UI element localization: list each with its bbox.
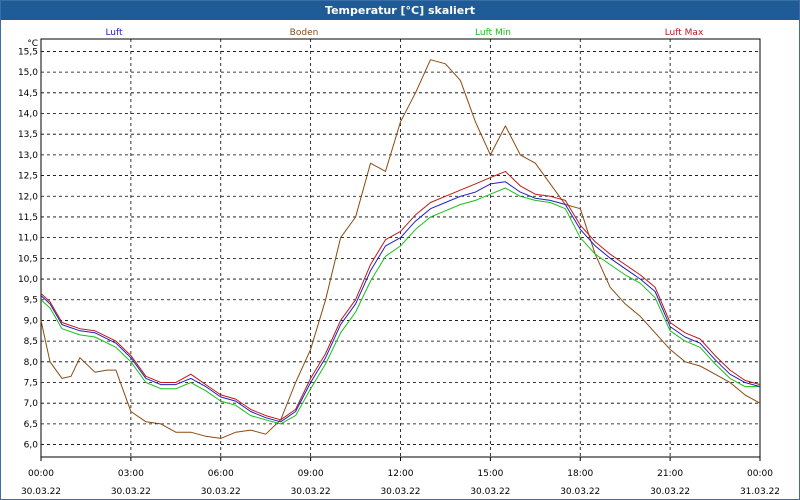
grid bbox=[41, 39, 760, 457]
legend: Luft Boden Luft Min Luft Max bbox=[105, 28, 704, 38]
x-tick-time: 18:00 bbox=[567, 469, 593, 479]
series-line-luft bbox=[40, 181, 761, 423]
legend-entry: Boden bbox=[290, 28, 319, 38]
y-tick-label: 14,5 bbox=[18, 89, 38, 99]
plot-area-border bbox=[40, 38, 761, 458]
x-tick-time: 12:00 bbox=[388, 469, 414, 479]
x-tick-time: 15:00 bbox=[477, 469, 503, 479]
y-tick-label: 8,0 bbox=[24, 358, 39, 368]
y-tick-label: 6,5 bbox=[24, 420, 38, 430]
x-tick-date: 30.03.22 bbox=[560, 487, 600, 497]
y-tick-label: 13,0 bbox=[18, 151, 38, 161]
y-tick-label: 14,0 bbox=[18, 109, 38, 119]
x-tick-date: 30.03.22 bbox=[201, 487, 241, 497]
chart-title: Temperatur [°C] skaliert bbox=[1, 1, 799, 20]
y-tick-label: 13,5 bbox=[18, 130, 38, 140]
x-tick-time: 06:00 bbox=[208, 469, 234, 479]
x-tick-time: 21:00 bbox=[657, 469, 683, 479]
series-group bbox=[40, 59, 761, 439]
y-tick-label: 12,0 bbox=[18, 192, 38, 202]
y-tick-label: 7,5 bbox=[24, 379, 38, 389]
series-line-luft-min bbox=[40, 187, 760, 425]
x-tick-date: 30.03.22 bbox=[380, 487, 420, 497]
y-tick-label: 6,0 bbox=[24, 441, 39, 451]
x-tick-date: 30.03.22 bbox=[291, 487, 331, 497]
x-tick-date: 30.03.22 bbox=[111, 487, 151, 497]
x-tick-date: 30.03.22 bbox=[21, 487, 61, 497]
y-tick-label: 9,0 bbox=[24, 316, 39, 326]
x-tick-date: 30.03.22 bbox=[470, 487, 510, 497]
y-axis-label: °C bbox=[27, 39, 38, 49]
y-tick-label: 15,0 bbox=[18, 68, 38, 78]
y-tick-label: 12,5 bbox=[18, 172, 38, 182]
x-tick-time: 09:00 bbox=[298, 469, 324, 479]
y-tick-label: 10,5 bbox=[18, 254, 38, 264]
legend-entry: Luft Min bbox=[475, 28, 511, 38]
x-tick-time: 00:00 bbox=[28, 469, 54, 479]
x-tick-date: 30.03.22 bbox=[650, 487, 690, 497]
y-tick-label: 15,5 bbox=[18, 47, 38, 57]
series-line-boden bbox=[40, 59, 761, 439]
x-tick-date: 31.03.22 bbox=[740, 487, 780, 497]
y-tick-label: 11,5 bbox=[18, 213, 38, 223]
y-tick-label: 7,0 bbox=[24, 399, 39, 409]
legend-entry: Luft Max bbox=[665, 28, 704, 38]
y-tick-label: 9,5 bbox=[24, 296, 38, 306]
y-tick-label: 10,0 bbox=[18, 275, 38, 285]
x-tick-time: 03:00 bbox=[118, 469, 144, 479]
y-tick-label: 11,0 bbox=[18, 234, 38, 244]
series-line-luft-max bbox=[40, 170, 761, 421]
x-tick-time: 00:00 bbox=[747, 469, 773, 479]
legend-entry: Luft bbox=[105, 28, 123, 38]
axes: 6,0 6,5 7,0 7,5 8,0 8,5 9,0 9,5 10,0 10,5 11,0 11,5… bbox=[18, 38, 780, 497]
y-tick-label: 8,5 bbox=[24, 337, 38, 347]
